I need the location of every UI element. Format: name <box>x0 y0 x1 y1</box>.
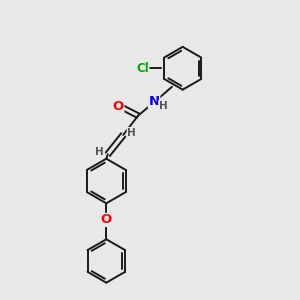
Text: H: H <box>159 100 167 110</box>
Text: N: N <box>148 95 160 108</box>
Text: Cl: Cl <box>136 62 149 75</box>
Text: O: O <box>112 100 124 112</box>
Text: H: H <box>127 128 136 138</box>
Text: H: H <box>95 147 104 157</box>
Text: O: O <box>101 214 112 226</box>
